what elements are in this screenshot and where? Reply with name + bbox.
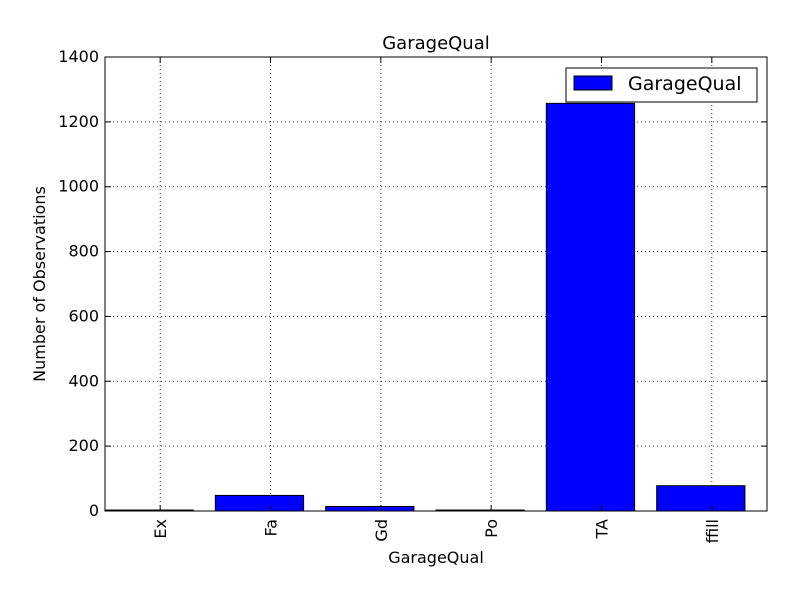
grid-lines [105, 57, 767, 511]
legend-label: GarageQual [628, 73, 742, 95]
x-tick-label: TA [593, 519, 612, 540]
x-tick-label: Po [482, 519, 501, 538]
x-tick-label: Gd [372, 519, 391, 542]
legend-swatch [573, 75, 613, 91]
bar-Fa [214, 494, 305, 512]
y-tick-label: 600 [68, 306, 99, 325]
x-tick-label: Fa [262, 519, 281, 537]
y-axis-label: Number of Observations [30, 186, 49, 382]
x-tick-label: Ex [151, 519, 170, 539]
plot-frame [104, 56, 768, 512]
legend: GarageQual [565, 67, 758, 103]
axis-ticks: 0 200 400 600 800 1000 1200 1400 Ex Fa Gd Po TA ffill [58, 47, 767, 543]
chart-title: GarageQual [382, 33, 490, 54]
y-tick-label: 1400 [58, 47, 99, 66]
y-tick-label: 0 [89, 501, 99, 520]
bar-TA [545, 102, 636, 512]
x-tick-label: ffill [703, 519, 722, 543]
bar-Gd [325, 505, 415, 512]
y-tick-label: 1000 [58, 177, 99, 196]
y-tick-label: 800 [68, 242, 99, 261]
bar-ffill [656, 485, 746, 512]
y-tick-label: 400 [68, 371, 99, 390]
bars [104, 102, 746, 512]
y-tick-label: 1200 [58, 112, 99, 131]
x-axis-label: GarageQual [388, 548, 484, 567]
y-tick-label: 200 [68, 436, 99, 455]
